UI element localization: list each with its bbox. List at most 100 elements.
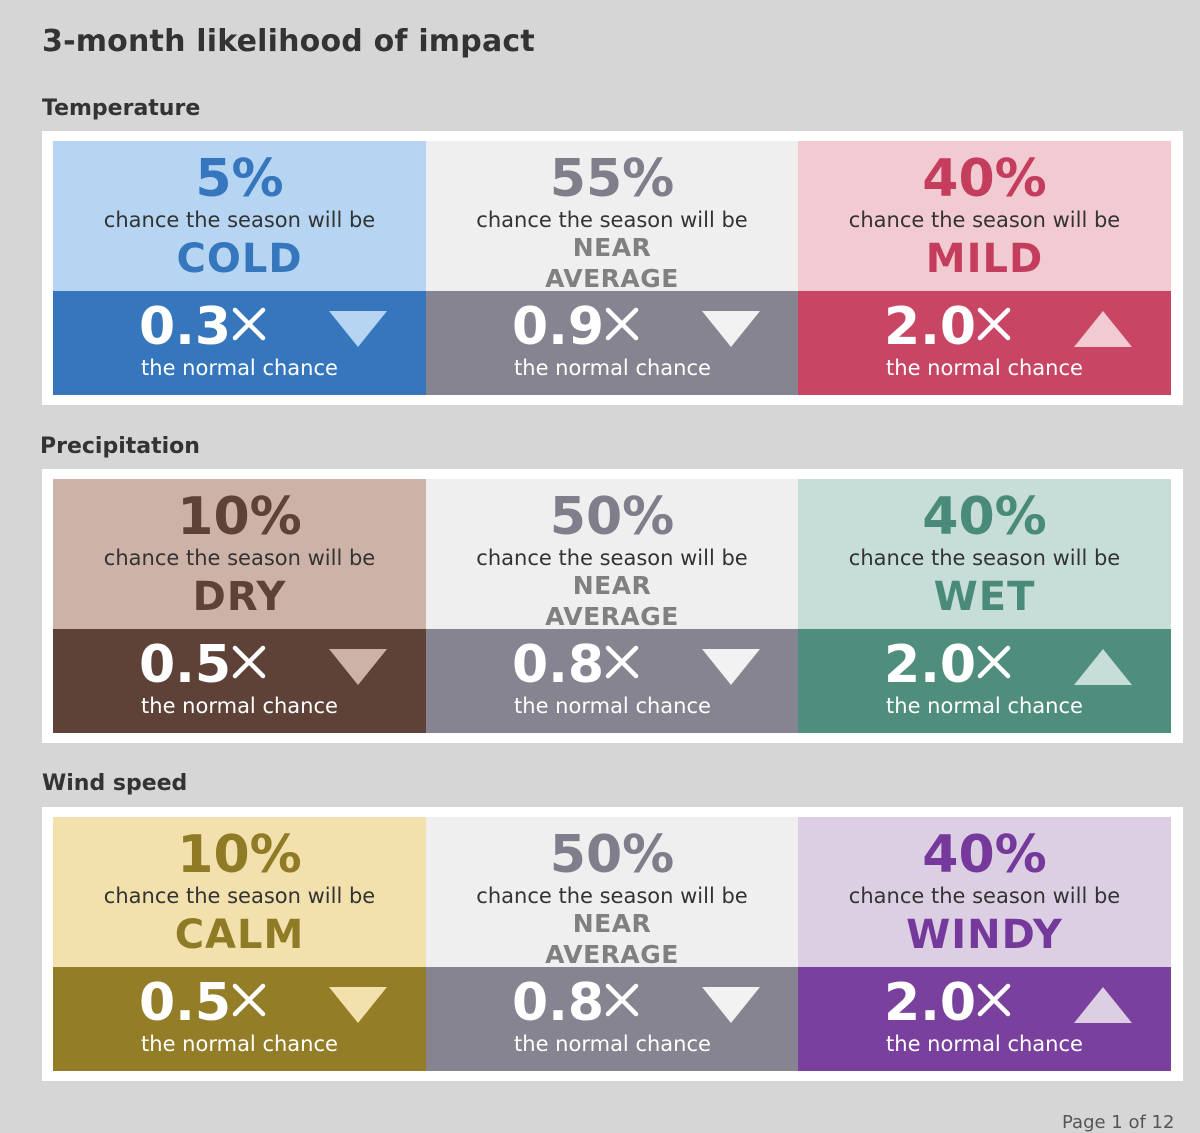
- card-bottom: 2.0 the normal chance: [798, 291, 1171, 395]
- card-calm: 10% chance the season will be CALM 0.5 the n…: [53, 817, 426, 1071]
- outcome-word: DRY: [192, 574, 287, 620]
- chance-text: chance the season will be: [848, 546, 1121, 570]
- temperature-panel: 5% chance the season will be COLD 0.3 the no…: [42, 131, 1183, 405]
- arrow-down-icon: [702, 987, 760, 1023]
- wind-speed-row: 10% chance the season will be CALM 0.5 the n…: [53, 817, 1171, 1071]
- card-bottom: 0.5 the normal chance: [53, 629, 426, 733]
- card-top: 55% chance the season will be NEAR AVERAGE: [426, 141, 798, 294]
- page-number: Page 1 of 12: [1062, 1112, 1175, 1133]
- outcome-word: COLD: [176, 236, 303, 282]
- times-icon: [977, 307, 1011, 341]
- arrow-down-icon: [329, 311, 387, 347]
- percent-value: 5%: [195, 149, 284, 209]
- card-top: 40% chance the season will be WET: [798, 479, 1171, 629]
- card-bottom: 2.0 the normal chance: [798, 629, 1171, 733]
- normal-chance-text: the normal chance: [141, 1032, 338, 1056]
- chance-text: chance the season will be: [103, 546, 376, 570]
- precipitation-row: 10% chance the season will be DRY 0.5 the no…: [53, 479, 1171, 733]
- outcome-word: WET: [933, 574, 1036, 620]
- outcome-word-line1: NEAR: [572, 571, 652, 600]
- outcome-word-line1: NEAR: [572, 909, 652, 938]
- percent-value: 40%: [922, 149, 1047, 209]
- outcome-word-line1: NEAR: [572, 233, 652, 262]
- arrow-down-icon: [329, 649, 387, 685]
- wind-speed-panel: 10% chance the season will be CALM 0.5 the n…: [42, 807, 1183, 1081]
- card-wind-near-average: 50% chance the season will be NEAR AVERAGE 0…: [426, 817, 798, 1071]
- card-bottom: 0.8 the normal chance: [426, 629, 798, 733]
- multiplier-value: 0.5: [139, 635, 232, 695]
- times-icon: [232, 307, 266, 341]
- percent-value: 50%: [549, 825, 675, 885]
- normal-chance-text: the normal chance: [886, 356, 1083, 380]
- times-icon: [977, 645, 1011, 679]
- chance-text: chance the season will be: [103, 208, 376, 232]
- multiplier-value: 0.9: [512, 297, 605, 357]
- card-bottom: 0.5 the normal chance: [53, 967, 426, 1071]
- multiplier-value: 0.3: [139, 297, 232, 357]
- card-bottom: 0.3 the normal chance: [53, 291, 426, 395]
- temperature-row: 5% chance the season will be COLD 0.3 the no…: [53, 141, 1171, 395]
- percent-value: 10%: [177, 825, 302, 885]
- card-temperature-near-average: 55% chance the season will be NEAR AVERAGE 0…: [426, 141, 798, 395]
- normal-chance-text: the normal chance: [886, 1032, 1083, 1056]
- card-windy: 40% chance the season will be WINDY 2.0 the …: [798, 817, 1171, 1071]
- multiplier-value: 0.8: [512, 635, 605, 695]
- normal-chance-text: the normal chance: [141, 694, 338, 718]
- multiplier-value: 2.0: [884, 635, 977, 695]
- normal-chance-text: the normal chance: [514, 356, 711, 380]
- card-top: 5% chance the season will be COLD: [53, 141, 426, 291]
- card-cold: 5% chance the season will be COLD 0.3 the no…: [53, 141, 426, 395]
- chance-text: chance the season will be: [476, 546, 748, 570]
- precipitation-panel: 10% chance the season will be DRY 0.5 the no…: [42, 469, 1183, 743]
- section-label-precipitation: Precipitation: [40, 434, 200, 459]
- chance-text: chance the season will be: [103, 884, 376, 908]
- times-icon: [605, 645, 639, 679]
- card-top: 50% chance the season will be NEAR AVERAGE: [426, 817, 798, 970]
- card-bottom: 2.0 the normal chance: [798, 967, 1171, 1071]
- page-title: 3-month likelihood of impact: [42, 24, 535, 59]
- times-icon: [232, 645, 266, 679]
- percent-value: 50%: [549, 487, 675, 547]
- chance-text: chance the season will be: [848, 884, 1121, 908]
- outcome-word-line2: AVERAGE: [545, 264, 679, 293]
- percent-value: 40%: [922, 487, 1047, 547]
- multiplier-value: 2.0: [884, 973, 977, 1033]
- outcome-word: NEAR AVERAGE: [426, 908, 798, 970]
- chance-text: chance the season will be: [476, 208, 748, 232]
- card-bottom: 0.8 the normal chance: [426, 967, 798, 1071]
- arrow-up-icon: [1074, 987, 1132, 1023]
- card-top: 50% chance the season will be NEAR AVERAGE: [426, 479, 798, 632]
- normal-chance-text: the normal chance: [514, 694, 711, 718]
- normal-chance-text: the normal chance: [886, 694, 1083, 718]
- multiplier-value: 0.8: [512, 973, 605, 1033]
- arrow-down-icon: [702, 311, 760, 347]
- card-top: 40% chance the season will be MILD: [798, 141, 1171, 291]
- card-dry: 10% chance the season will be DRY 0.5 the no…: [53, 479, 426, 733]
- multiplier-value: 0.5: [139, 973, 232, 1033]
- outcome-word: NEAR AVERAGE: [426, 232, 798, 294]
- percent-value: 40%: [922, 825, 1047, 885]
- arrow-up-icon: [1074, 311, 1132, 347]
- times-icon: [977, 983, 1011, 1017]
- outcome-word-line2: AVERAGE: [545, 940, 679, 969]
- card-bottom: 0.9 the normal chance: [426, 291, 798, 395]
- percent-value: 55%: [549, 149, 675, 209]
- arrow-down-icon: [329, 987, 387, 1023]
- times-icon: [232, 983, 266, 1017]
- multiplier-value: 2.0: [884, 297, 977, 357]
- percent-value: 10%: [177, 487, 302, 547]
- arrow-up-icon: [1074, 649, 1132, 685]
- normal-chance-text: the normal chance: [141, 356, 338, 380]
- outcome-word: WINDY: [906, 912, 1063, 958]
- normal-chance-text: the normal chance: [514, 1032, 711, 1056]
- times-icon: [605, 983, 639, 1017]
- outcome-word: NEAR AVERAGE: [426, 570, 798, 632]
- chance-text: chance the season will be: [848, 208, 1121, 232]
- card-wet: 40% chance the season will be WET 2.0 the no…: [798, 479, 1171, 733]
- outcome-word-line2: AVERAGE: [545, 602, 679, 631]
- times-icon: [605, 307, 639, 341]
- chance-text: chance the season will be: [476, 884, 748, 908]
- card-top: 10% chance the season will be CALM: [53, 817, 426, 967]
- section-label-wind-speed: Wind speed: [42, 771, 188, 796]
- outcome-word: CALM: [174, 912, 305, 958]
